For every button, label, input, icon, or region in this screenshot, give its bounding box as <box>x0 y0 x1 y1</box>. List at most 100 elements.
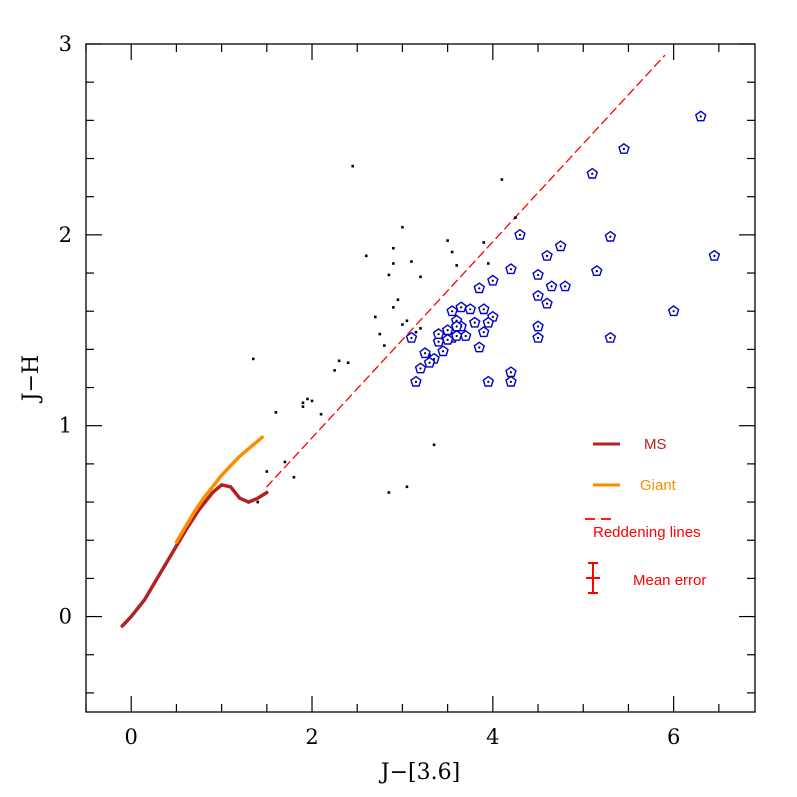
scatter-point <box>333 369 336 372</box>
pentagon-center <box>414 380 418 383</box>
pentagon-center <box>609 336 612 340</box>
legend-label: Giant <box>640 477 677 494</box>
scatter-point <box>265 470 269 473</box>
scatter-point <box>392 262 395 265</box>
scatter-point <box>274 411 278 414</box>
scatter-point <box>414 330 418 334</box>
x-tick-label: 0 <box>125 725 138 749</box>
pentagon-center <box>545 302 549 305</box>
y-tick-label: 3 <box>59 32 72 56</box>
tick-labels: 0 2 4 6 0 1 2 3 <box>59 32 681 749</box>
pentagon-center <box>536 336 540 340</box>
scatter-point <box>301 405 305 408</box>
scatter-point <box>387 273 391 277</box>
pentagon-center <box>455 325 458 328</box>
pentagon-center <box>545 254 549 257</box>
scatter-point <box>419 327 422 330</box>
x-tick-label: 6 <box>667 725 680 749</box>
pentagon-center <box>478 346 481 349</box>
pentagon-center <box>536 294 540 298</box>
scatter-point <box>306 397 309 401</box>
pentagon-center <box>455 334 458 338</box>
scatter-point <box>392 246 395 250</box>
pentagon-center <box>559 245 562 248</box>
scatter-point <box>378 332 382 336</box>
pentagon-center <box>491 279 494 282</box>
pentagon-center <box>423 352 427 355</box>
scatter-point <box>383 344 386 347</box>
scatter-point <box>346 361 350 365</box>
scatter-point <box>387 491 391 494</box>
model-curves <box>120 54 666 628</box>
scatter-point <box>450 250 454 254</box>
axis-ticks <box>85 43 755 712</box>
pentagon-center <box>491 315 494 319</box>
pentagon-center <box>536 325 540 328</box>
scatter-point <box>401 225 404 229</box>
pentagon-center <box>410 336 413 340</box>
pentagon-center <box>473 321 476 324</box>
scatter-point <box>419 275 422 279</box>
pentagon-center <box>518 233 522 236</box>
pentagon-center <box>460 306 463 309</box>
legend-label: Reddening lines <box>593 524 701 541</box>
pentagon-center <box>478 287 481 290</box>
pentagon-center <box>432 357 436 361</box>
scatter-point <box>256 500 260 504</box>
pentagon-center <box>469 308 472 311</box>
scatter-point <box>337 359 341 363</box>
legend: MS Giant Reddening lines Mean error <box>585 436 706 594</box>
scatter-point <box>446 239 449 242</box>
data-points <box>251 110 721 504</box>
scatter-point <box>373 315 377 319</box>
x-tick-label: 4 <box>486 725 499 749</box>
pentagon-center <box>672 310 675 313</box>
pentagon-center <box>446 338 449 341</box>
pentagon-center <box>437 333 440 336</box>
pentagon-center <box>550 285 553 288</box>
scatter-point <box>487 262 490 265</box>
pentagon-center <box>622 147 626 151</box>
pentagon-center <box>446 329 449 332</box>
legend-label: Mean error <box>633 572 706 589</box>
pentagon-center <box>609 235 612 238</box>
pentagon-center <box>591 172 594 175</box>
scatter-point <box>283 460 287 464</box>
scatter-point <box>310 399 314 403</box>
scatter-point <box>514 216 517 219</box>
scatter-point <box>405 319 409 323</box>
pentagon-center <box>509 371 513 374</box>
y-axis-label: J−H <box>19 355 44 403</box>
y-tick-label: 0 <box>59 605 72 629</box>
y-tick-label: 1 <box>59 414 72 438</box>
scatter-point <box>432 443 436 447</box>
scatter-point <box>455 264 458 267</box>
scatter-point <box>319 412 323 416</box>
scatter-point <box>500 178 504 181</box>
pentagon-center <box>536 273 540 277</box>
x-axis-label: J−[3.6] <box>379 760 460 785</box>
pentagon-center <box>713 254 716 257</box>
x-tick-label: 2 <box>305 725 318 749</box>
pentagon-center <box>442 350 445 353</box>
scatter-point <box>401 323 404 326</box>
pentagon-center <box>487 380 490 383</box>
pentagon-center <box>699 115 702 118</box>
pentagon-center <box>509 268 513 271</box>
pentagon-center <box>509 380 513 383</box>
pentagon-center <box>564 285 567 288</box>
scatter-point <box>364 254 368 258</box>
scatter-point <box>482 241 486 244</box>
ms-curve <box>120 483 269 628</box>
pentagon-center <box>428 361 431 364</box>
pentagon-center <box>482 308 485 311</box>
scatter-point <box>351 164 354 168</box>
reddening-line <box>266 54 666 488</box>
scatter-point <box>410 260 413 263</box>
scatter-point <box>392 306 395 309</box>
scatter-point <box>292 475 296 479</box>
pentagon-center <box>419 367 422 370</box>
pentagon-center <box>451 310 454 313</box>
pentagon-center <box>482 331 485 334</box>
